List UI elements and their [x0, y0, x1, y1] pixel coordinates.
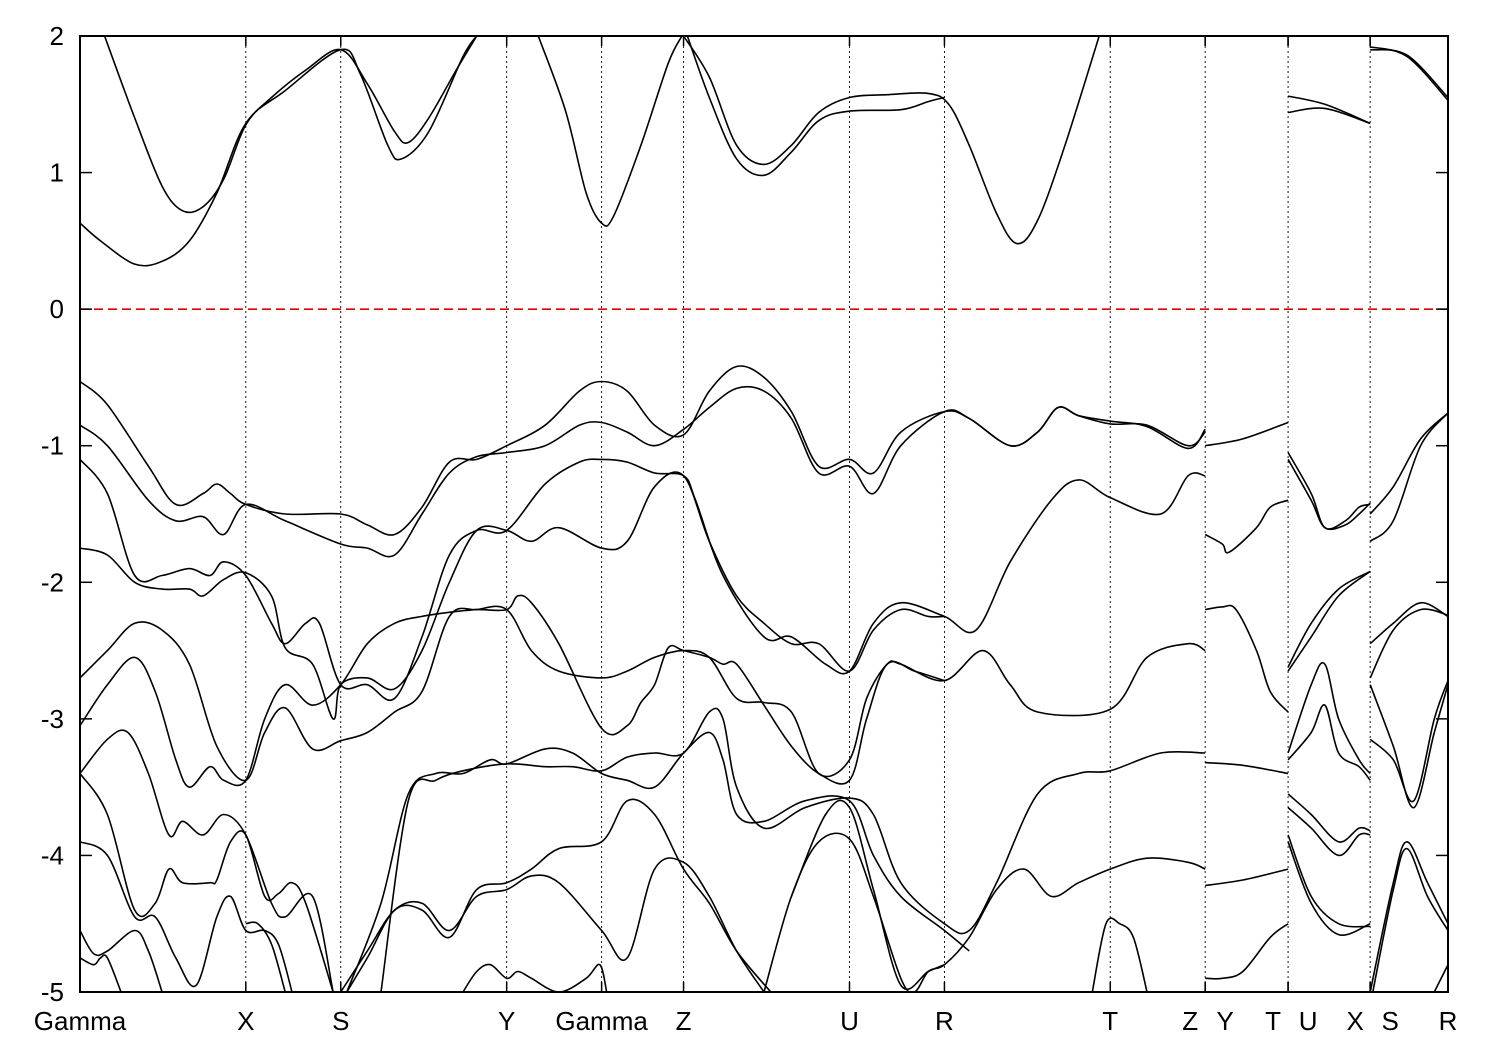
band-line — [80, 36, 478, 267]
band-line — [80, 929, 163, 992]
band-line — [1287, 570, 1371, 672]
band-line — [1287, 807, 1371, 857]
y-tick-label: -4 — [41, 840, 64, 870]
band-line — [1287, 834, 1371, 928]
x-tick-label: Z — [676, 1006, 692, 1036]
y-tick-label: -1 — [41, 431, 64, 461]
band-line — [1287, 459, 1371, 531]
y-tick-label: -5 — [41, 977, 64, 1007]
x-tick-label: Gamma — [34, 1006, 127, 1036]
x-tick-label: R — [1439, 1006, 1458, 1036]
band-line — [1287, 107, 1371, 125]
x-tick-label: U — [1299, 1006, 1318, 1036]
band-line — [1205, 761, 1289, 775]
band-line — [1091, 917, 1148, 992]
band-line — [1369, 608, 1448, 679]
kpoint-gridlines — [245, 36, 1371, 992]
band-line — [1370, 48, 1448, 99]
y-tick-label: -3 — [41, 704, 64, 734]
x-tick-label: X — [237, 1006, 254, 1036]
x-tick-label: T — [1265, 1006, 1281, 1036]
band-line — [1372, 847, 1448, 992]
band-line — [1369, 412, 1448, 542]
x-tick-label: U — [840, 1006, 859, 1036]
x-tick-label: Y — [1217, 1006, 1234, 1036]
plot-frame — [79, 35, 1449, 993]
band-line — [245, 921, 286, 992]
band-line — [340, 857, 765, 992]
band-line — [346, 798, 772, 992]
y-tick-label: -2 — [41, 567, 64, 597]
x-tick-label: S — [332, 1006, 349, 1036]
y-tick-label: 2 — [50, 21, 64, 51]
band-curves — [80, 36, 1448, 992]
band-line — [80, 605, 1206, 782]
band-line — [686, 36, 945, 177]
band-line — [1287, 841, 1371, 937]
band-line — [80, 385, 1206, 558]
x-tick-label: R — [935, 1006, 954, 1036]
band-line — [80, 594, 945, 788]
band-line — [80, 471, 945, 720]
band-line — [682, 36, 1100, 245]
band-line — [1287, 704, 1371, 781]
x-tick-label: S — [1381, 1006, 1398, 1036]
band-line — [1369, 601, 1448, 645]
band-line — [1433, 964, 1448, 992]
band-line — [80, 954, 122, 992]
band-line — [1369, 680, 1448, 803]
x-tick-label: Z — [1182, 1006, 1198, 1036]
band-line — [1287, 452, 1371, 530]
band-line — [80, 729, 334, 992]
x-tick-label: Gamma — [555, 1006, 648, 1036]
y-tick-label: 0 — [50, 294, 64, 324]
band-line — [80, 773, 334, 992]
band-line — [1287, 793, 1371, 843]
band-line — [1287, 570, 1371, 668]
band-line — [1205, 923, 1289, 980]
x-tick-label: T — [1102, 1006, 1118, 1036]
x-tick-label: Y — [498, 1006, 515, 1036]
band-line — [1369, 46, 1448, 101]
x-tick-label: X — [1346, 1006, 1363, 1036]
band-line — [1369, 684, 1448, 809]
band-line — [346, 731, 970, 992]
band-line — [763, 832, 1206, 992]
band-line — [380, 707, 1206, 992]
x-axis-ticks: Gamma X S Y Gamma Z U R T Z Y T U X S R — [34, 36, 1458, 1036]
y-axis-ticks: -5 -4 -3 -2 -1 0 1 2 — [41, 21, 1448, 1007]
band-line — [462, 963, 608, 992]
band-line — [1287, 662, 1371, 775]
band-line — [1205, 868, 1289, 887]
band-line — [1369, 841, 1448, 992]
band-line — [537, 36, 683, 227]
band-line — [1205, 421, 1289, 447]
band-line — [80, 458, 1206, 701]
band-line — [103, 36, 478, 214]
y-tick-label: 1 — [50, 158, 64, 188]
band-line — [1205, 604, 1289, 713]
band-line — [1369, 412, 1448, 515]
band-line — [1204, 499, 1289, 554]
band-line — [790, 799, 945, 991]
